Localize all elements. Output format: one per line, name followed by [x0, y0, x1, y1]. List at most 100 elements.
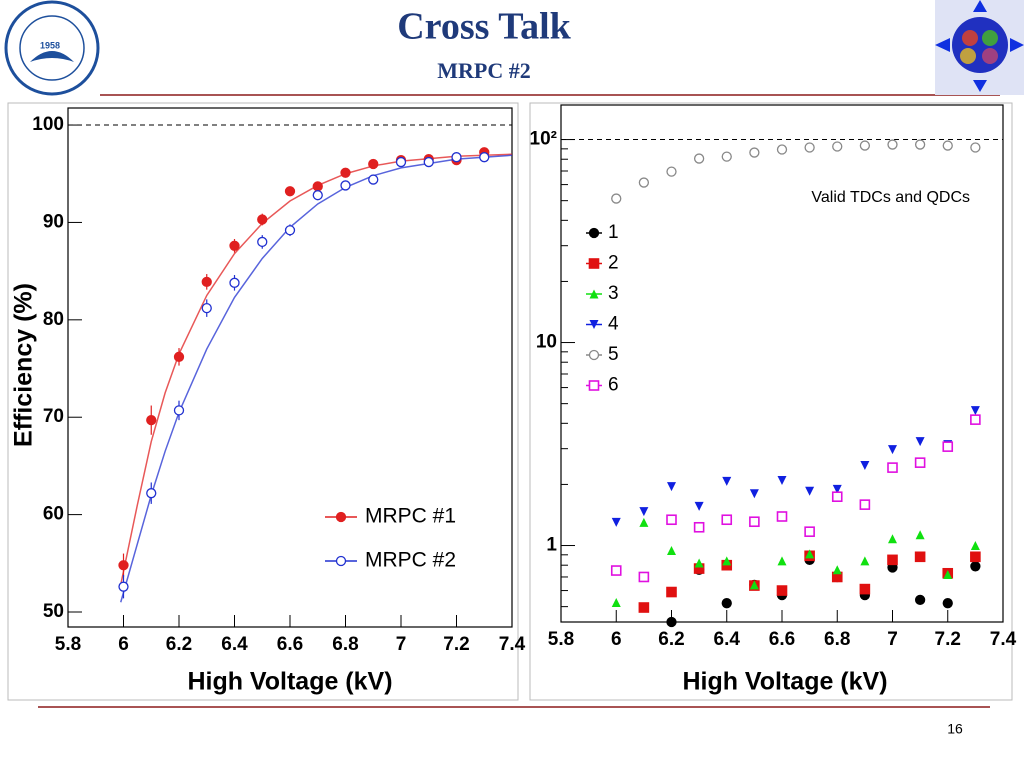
x-tick-label: 5.8: [548, 629, 574, 650]
x-tick-label: 6.2: [658, 629, 684, 650]
legend-marker: [588, 349, 600, 361]
data-point: [395, 156, 407, 168]
data-point: [610, 565, 622, 576]
data-point: [776, 144, 788, 155]
y-tick-label: 10²: [530, 129, 557, 150]
data-point: [832, 484, 842, 494]
legend-label: 4: [608, 314, 619, 335]
x-tick-label: 7.2: [443, 634, 469, 655]
data-point: [451, 152, 462, 163]
data-point: [257, 236, 268, 248]
data-point: [915, 530, 925, 540]
y-tick-label: 100: [32, 114, 64, 135]
data-point: [368, 174, 379, 185]
data-point: [915, 437, 925, 447]
logo-right: [935, 0, 1024, 95]
x-tick-label: 7.4: [499, 634, 526, 655]
data-point: [638, 177, 650, 188]
data-point: [860, 460, 870, 470]
data-point: [173, 405, 185, 416]
data-point: [312, 190, 323, 201]
annotation: Valid TDCs and QDCs: [811, 189, 970, 206]
x-tick-label: 6.6: [277, 634, 303, 655]
data-point: [776, 585, 788, 596]
data-point: [860, 556, 870, 566]
legend-marker: [588, 380, 600, 391]
data-point: [804, 526, 815, 537]
data-point: [914, 551, 926, 563]
data-point: [312, 181, 323, 192]
x-tick-label: 7.4: [990, 629, 1017, 650]
data-point: [284, 225, 296, 236]
data-point: [146, 488, 157, 499]
data-point: [914, 457, 926, 468]
slide-title: Cross Talk: [397, 6, 571, 48]
slide-subtitle: MRPC #2: [437, 58, 530, 83]
data-point: [118, 560, 129, 571]
data-point: [638, 571, 650, 583]
legend-marker: [589, 320, 599, 329]
data-point: [368, 158, 379, 170]
data-point: [722, 556, 732, 566]
data-point: [970, 541, 980, 551]
data-point: [639, 507, 649, 517]
logo-left: 1958: [4, 0, 100, 96]
data-point: [749, 516, 760, 528]
data-point: [693, 521, 705, 533]
data-point: [693, 153, 705, 164]
data-point: [229, 240, 240, 251]
x-tick-label: 6.8: [332, 634, 358, 655]
data-point: [887, 139, 898, 150]
data-point: [423, 156, 434, 168]
data-point: [805, 549, 815, 559]
data-point: [805, 486, 815, 496]
data-point: [859, 499, 871, 510]
data-point: [804, 142, 815, 153]
legend-label: MRPC #1: [365, 505, 456, 528]
x-tick-label: 6.8: [824, 629, 850, 650]
data-point: [970, 551, 981, 563]
data-point: [749, 580, 759, 590]
data-point: [859, 140, 871, 151]
x-tick-label: 6.6: [769, 629, 795, 650]
data-point: [667, 546, 676, 556]
data-point: [146, 414, 157, 426]
data-point: [887, 554, 898, 566]
fit-curve: [120, 154, 513, 603]
data-point: [229, 277, 240, 288]
data-point: [694, 501, 704, 511]
legend-label: 3: [608, 283, 619, 304]
data-point: [970, 561, 981, 572]
data-point: [611, 517, 621, 527]
data-point: [611, 597, 621, 607]
data-point: [914, 594, 926, 605]
data-point: [201, 302, 212, 314]
page-number: 16: [947, 721, 963, 737]
y-tick-label: 80: [43, 309, 64, 330]
data-point: [173, 351, 185, 362]
data-point: [721, 598, 732, 609]
legend-marker: [335, 555, 347, 567]
data-point: [859, 583, 871, 595]
y-tick-label: 50: [43, 601, 64, 622]
x-tick-label: 6: [611, 629, 622, 650]
x-tick-label: 7: [887, 629, 898, 650]
x-tick-label: 6.4: [221, 634, 248, 655]
data-point: [887, 462, 898, 473]
data-point: [832, 565, 842, 575]
y-axis-label: Efficiency (%): [10, 283, 38, 447]
data-point: [721, 151, 732, 162]
panel-right: [529, 102, 1013, 701]
data-point: [942, 441, 954, 452]
data-point: [914, 139, 926, 150]
x-tick-label: 6: [118, 634, 129, 655]
legend-marker: [335, 511, 347, 523]
y-tick-label: 1: [546, 535, 557, 556]
data-point: [694, 558, 704, 568]
data-point: [284, 186, 296, 197]
legend-label: 6: [608, 375, 619, 396]
data-point: [638, 602, 650, 613]
legend-marker: [588, 227, 600, 239]
data-point: [479, 152, 490, 163]
data-point: [667, 482, 676, 492]
